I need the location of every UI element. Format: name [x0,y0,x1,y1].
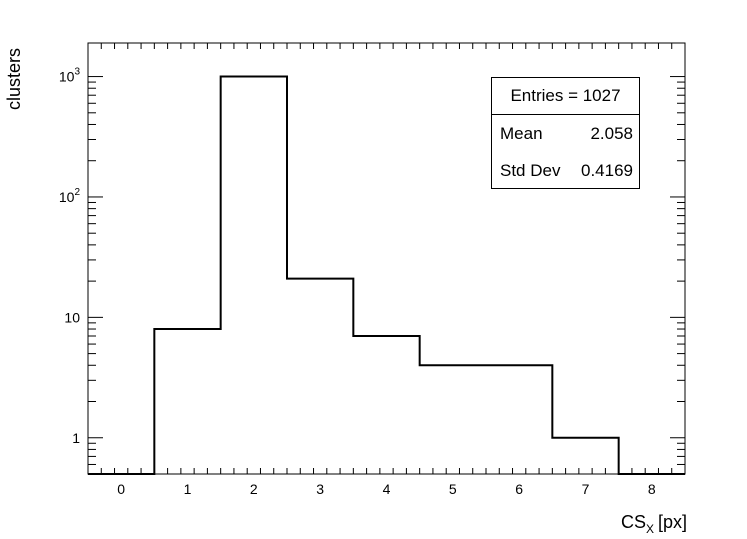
y-tick-label-base: 10 [59,189,75,205]
x-tick-label: 4 [383,481,391,497]
histogram-bin [420,365,486,474]
stats-std-row: Std Dev 0.4169 [492,152,639,189]
stats-std-value: 0.4169 [581,161,633,180]
x-tick-label: 7 [582,481,590,497]
x-axis-label-sub: X [646,522,654,536]
x-tick-label: 1 [184,481,192,497]
histogram-bin [486,365,552,474]
x-tick-label: 6 [515,481,523,497]
stats-mean-label: Mean [500,124,543,143]
y-tick-label: 1 [72,430,80,446]
histogram-bin [221,77,287,474]
stats-entries: Entries = 1027 [492,78,639,115]
y-tick-label: 102 [59,187,81,205]
stats-mean-row: Mean 2.058 [492,115,639,152]
histogram-bin [353,336,419,474]
y-tick-label-base: 10 [59,69,75,85]
x-axis-label: CSX [px] [621,512,687,536]
y-tick-label-base: 1 [72,430,80,446]
histogram-bin [154,329,220,474]
x-tick-label: 8 [648,481,656,497]
stats-box: Entries = 1027 Mean 2.058 Std Dev 0.4169 [491,77,640,189]
x-tick-label: 2 [250,481,258,497]
y-tick-label-exponent: 2 [74,187,80,198]
y-axis-label: clusters [4,48,24,110]
plot-frame [87,42,686,475]
x-tick-label: 3 [316,481,324,497]
histogram-bin [552,438,618,474]
x-axis-label-main: CS [621,512,646,532]
x-axis-label-unit: [px] [658,512,687,532]
y-tick-label: 10 [64,309,80,325]
stats-mean-value: 2.058 [590,124,633,143]
x-axis-ticks: 0 1 2 3 4 5 6 7 8 [87,43,686,497]
x-tick-label: 0 [117,481,125,497]
y-tick-label-base: 10 [64,309,80,325]
histogram-bin [287,279,353,474]
y-tick-label: 103 [59,67,81,85]
x-tick-label: 5 [449,481,457,497]
stats-std-label: Std Dev [500,161,561,180]
histogram-step-line [88,75,685,475]
y-tick-label-exponent: 3 [74,67,80,78]
